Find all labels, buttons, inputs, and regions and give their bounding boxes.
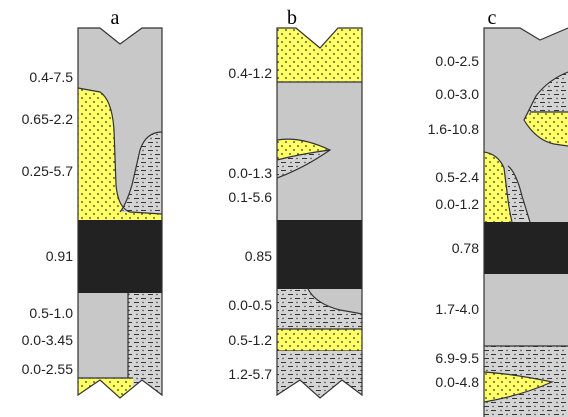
layer-label: 0.1-5.6 [228,189,272,205]
layer-label: 0.0-1.3 [228,165,272,181]
layer-label: 0.0-2.55 [22,361,74,377]
coal-seam [78,220,162,293]
layer-label: 0.65-2.2 [22,111,74,127]
coal-seam [277,220,362,289]
column-c: c 0.0-2.5 0.0-3.0 1.6-10.8 0.5-2.4 0.0-1… [428,7,568,417]
layer-label: 1.7-4.0 [435,301,479,317]
layer-label: 0.0-3.0 [435,86,479,102]
sand-layer-bottom [78,378,133,398]
layer-label: 0.5-1.0 [29,305,73,321]
layer-label: 0.5-2.4 [435,169,479,185]
layer-label: 0.0-0.5 [228,297,272,313]
sand-lens [277,139,330,160]
clay-lens [308,289,362,314]
layer-label: 0.85 [245,248,272,264]
layer-label: 1.2-5.7 [228,366,272,382]
siltstone-layer-bottom [277,351,362,398]
column-b: b 0.4-1.2 0.0-1.3 0.1-5.6 0.85 0.0-0.5 0… [228,7,363,399]
layer-label: 0.25-5.7 [22,163,74,179]
layer-label: 6.9-9.5 [435,350,479,366]
layer-label: 0.4-1.2 [228,65,272,81]
siltstone-lens [120,132,162,214]
sand-layer [277,329,362,351]
sand-lens [484,152,512,222]
coal-seam [484,222,568,274]
column-a: a 0.4-7.5 0.65-2.2 0.25-5.7 0.91 0.5-1.0… [22,7,163,399]
layer-label: 0.0-3.45 [22,332,74,348]
layer-label: 0.0-1.2 [435,196,479,212]
layer-label: 0.0-4.8 [435,374,479,390]
layer-label: 0.5-1.2 [228,332,272,348]
layer-label: 1.6-10.8 [428,121,480,137]
siltstone-layer [128,293,162,393]
layer-label: 0.91 [46,248,73,264]
column-a-label: a [111,7,120,29]
column-a-outline [77,27,163,399]
sand-layer-top [277,28,362,82]
column-b-label: b [287,7,297,29]
layer-label: 0.0-2.5 [435,53,479,69]
column-c-label: c [488,7,497,29]
sand-lens [78,88,162,222]
column-b-outline [276,27,363,399]
layer-label: 0.4-7.5 [29,69,73,85]
sand-lens [524,112,568,146]
sand-lens [484,372,552,402]
siltstone-lens [508,166,530,222]
column-c-outline [483,27,568,417]
layer-label: 0.78 [452,240,479,256]
